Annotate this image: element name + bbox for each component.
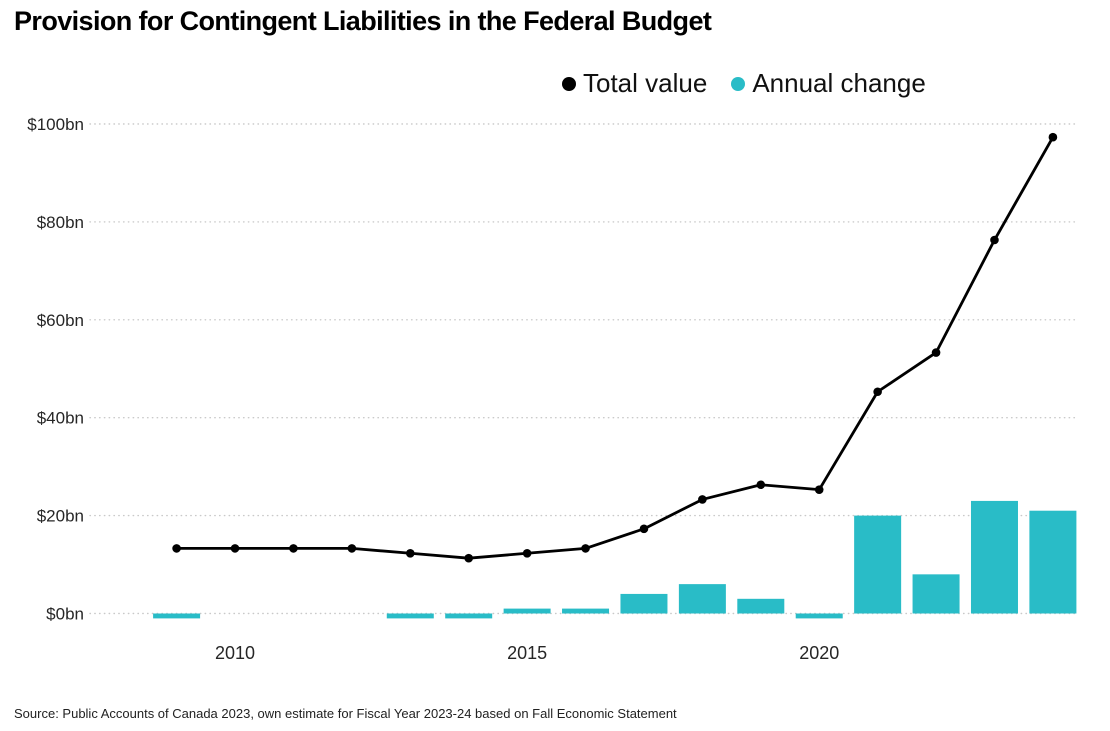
- bar-2019: [737, 598, 785, 614]
- point-2012: [347, 544, 357, 553]
- point-2013: [405, 548, 415, 558]
- y-tick-label-0: $0bn: [46, 605, 84, 624]
- bar-2024: [1029, 510, 1077, 614]
- bar-2013: [386, 613, 434, 619]
- point-2010: [230, 544, 240, 553]
- bar-2022: [912, 574, 960, 614]
- point-2022: [931, 348, 941, 357]
- point-2015: [522, 548, 532, 558]
- bar-2014: [445, 613, 493, 619]
- chart-title: Provision for Contingent Liabilities in …: [14, 6, 712, 36]
- legend-dot-annual-change-icon: [731, 76, 746, 91]
- total-value-line: [175, 135, 1055, 560]
- point-2018: [698, 495, 707, 504]
- bar-2016: [562, 608, 610, 614]
- legend-item-annual-change: Annual change: [731, 68, 926, 99]
- bar-2023: [970, 500, 1018, 614]
- point-2011: [289, 544, 298, 553]
- point-2021: [873, 387, 882, 397]
- point-2016: [581, 544, 590, 553]
- y-tick-label-60: $60bn: [37, 311, 84, 330]
- x-tick-label-2020: 2020: [799, 643, 839, 663]
- point-2023: [990, 235, 999, 245]
- source-note: Source: Public Accounts of Canada 2023, …: [14, 706, 677, 721]
- bar-2021: [854, 515, 902, 614]
- y-tick-label-20: $20bn: [37, 507, 84, 526]
- point-2009: [172, 544, 181, 553]
- legend-label-total-value: Total value: [583, 68, 708, 98]
- point-2019: [756, 480, 766, 490]
- point-2024: [1048, 132, 1058, 142]
- bar-2009: [153, 613, 201, 619]
- y-tick-label-40: $40bn: [37, 409, 84, 428]
- chart-legend: Total value Annual change: [562, 68, 926, 99]
- bar-2020: [795, 613, 843, 619]
- legend-label-annual-change: Annual change: [752, 68, 926, 98]
- bar-2017: [620, 593, 668, 614]
- bar-2018: [678, 584, 726, 614]
- y-tick-label-80: $80bn: [37, 213, 84, 232]
- point-2014: [464, 553, 474, 563]
- legend-dot-total-value-icon: [562, 76, 576, 91]
- bar-2015: [503, 608, 551, 614]
- point-2017: [639, 524, 649, 534]
- point-2020: [814, 485, 824, 494]
- x-tick-label-2010: 2010: [215, 643, 255, 663]
- x-tick-label-2015: 2015: [507, 643, 547, 663]
- y-tick-label-100: $100bn: [27, 115, 84, 134]
- legend-item-total-value: Total value: [562, 68, 707, 99]
